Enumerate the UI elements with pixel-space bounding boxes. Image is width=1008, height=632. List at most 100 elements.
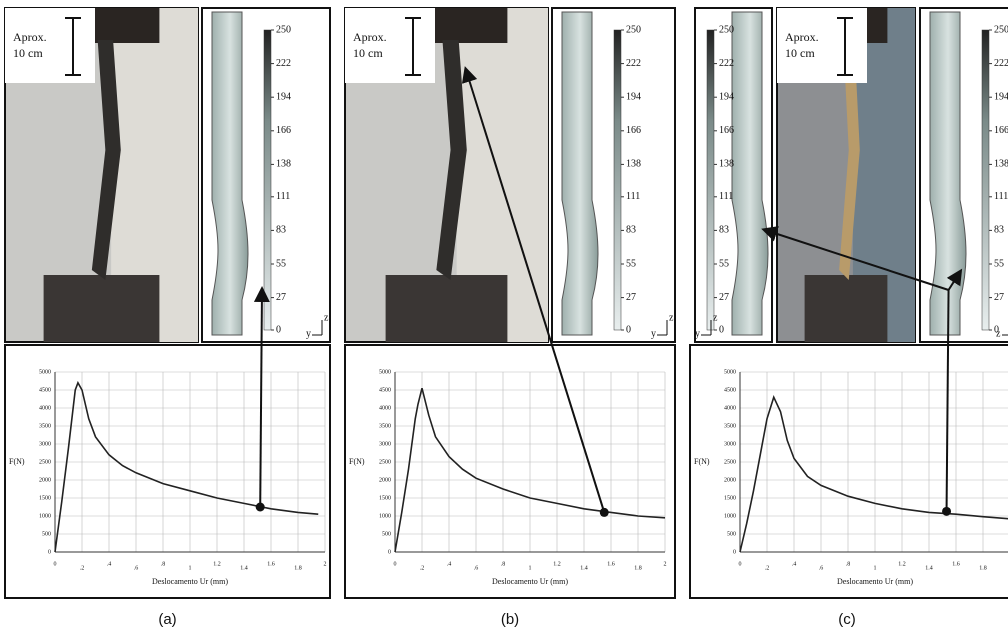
y-tick-label: 4500: [724, 387, 736, 393]
x-tick-label: .2: [765, 565, 770, 571]
axis-letter: z: [996, 328, 1001, 339]
x-tick-label: .2: [420, 565, 425, 571]
color-scale: [613, 29, 622, 331]
scale-bar: [65, 17, 81, 76]
chart-box: [344, 344, 676, 599]
y-tick-label: 2000: [39, 477, 51, 483]
scale-tick-label: 194: [276, 91, 291, 102]
axis-letter: z: [669, 312, 674, 323]
scale-tick-label: 222: [994, 58, 1008, 69]
x-tick-label: .8: [161, 561, 166, 567]
machine-base: [804, 275, 888, 342]
x-tick-label: .4: [792, 561, 797, 567]
y-tick-label: 0: [733, 549, 736, 555]
y-tick-label: 4500: [39, 387, 51, 393]
scale-tick-label: 194: [719, 91, 734, 102]
x-tick-label: 1.8: [294, 565, 302, 571]
y-tick-label: 500: [727, 531, 736, 537]
y-axis-label: F(N): [349, 457, 365, 466]
scale-tick-label: 194: [626, 91, 641, 102]
scale-tick-label: 27: [994, 292, 1004, 303]
y-tick-label: 3500: [724, 423, 736, 429]
y-tick-label: 500: [382, 531, 391, 537]
arrow: [253, 286, 270, 508]
y-tick-label: 2000: [724, 477, 736, 483]
scale-tick-label: 27: [719, 292, 729, 303]
scale-tick-label: 83: [276, 225, 286, 236]
axis-arrows: [1002, 334, 1008, 336]
x-tick-label: 1.8: [634, 565, 642, 571]
axis-letter: z: [713, 312, 718, 323]
scale-tick-label: 250: [719, 24, 734, 35]
axis-letter: y: [306, 328, 311, 339]
panel-label: (b): [501, 611, 519, 628]
arrow: [945, 289, 950, 512]
scale-tick-label: 55: [994, 258, 1004, 269]
force-curve: [54, 380, 319, 553]
y-tick-label: 4000: [379, 405, 391, 411]
x-axis-label: Deslocamento Ur (mm): [492, 577, 568, 586]
scale-tick-label: 0: [626, 324, 631, 335]
x-tick-label: 2: [664, 561, 667, 567]
x-tick-label: 1.4: [240, 565, 248, 571]
y-tick-label: 3000: [39, 441, 51, 447]
scale-tick-label: 55: [719, 258, 729, 269]
scale-tick-label: 83: [626, 225, 636, 236]
x-axis-label: Deslocamento Ur (mm): [152, 577, 228, 586]
scale-tick-label: 138: [719, 159, 734, 170]
scale-tick-label: 111: [276, 191, 290, 202]
force-curve: [394, 388, 666, 553]
y-tick-label: 2500: [724, 459, 736, 465]
x-tick-label: .6: [134, 565, 139, 571]
axis-arrows: [701, 320, 712, 336]
scale-tick-label: 250: [626, 24, 641, 35]
scale-tick-label: 111: [719, 191, 733, 202]
y-tick-label: 4500: [379, 387, 391, 393]
x-tick-label: 2: [324, 561, 327, 567]
y-tick-label: 1000: [39, 513, 51, 519]
color-scale: [981, 29, 990, 331]
x-tick-label: 1.8: [979, 565, 987, 571]
scale-tick-label: 55: [276, 258, 286, 269]
photo-note: Aprox.: [353, 30, 387, 44]
steel-bar: [839, 40, 860, 280]
color-scale: [263, 29, 272, 331]
deformed-bar: [731, 11, 769, 336]
axis-letter: y: [695, 328, 700, 339]
scale-tick-label: 0: [719, 324, 724, 335]
scale-tick-label: 0: [276, 324, 281, 335]
x-tick-label: .4: [447, 561, 452, 567]
y-tick-label: 2500: [39, 459, 51, 465]
x-tick-label: 1.4: [925, 565, 933, 571]
scale-tick-label: 166: [626, 125, 641, 136]
y-tick-label: 4000: [39, 405, 51, 411]
scale-tick-label: 0: [994, 324, 999, 335]
scale-tick-label: 194: [994, 91, 1008, 102]
x-tick-label: .2: [80, 565, 85, 571]
chart-box: [4, 344, 331, 599]
x-tick-label: 1.2: [553, 561, 561, 567]
x-tick-label: 0: [394, 561, 397, 567]
y-tick-label: 5000: [379, 369, 391, 375]
x-tick-label: 1: [529, 565, 532, 571]
scale-tick-label: 27: [276, 292, 286, 303]
axis-arrows: [312, 320, 323, 336]
axis-arrows: [657, 320, 668, 336]
scale-tick-label: 111: [626, 191, 640, 202]
photo-note: 10 cm: [13, 46, 43, 60]
scale-bar: [405, 17, 421, 76]
y-tick-label: 1500: [379, 495, 391, 501]
axis-letter: z: [324, 312, 329, 323]
scale-tick-label: 55: [626, 258, 636, 269]
marker-point: [599, 507, 609, 517]
scale-tick-label: 111: [994, 191, 1008, 202]
panel-label: (a): [158, 611, 176, 628]
y-tick-label: 1000: [379, 513, 391, 519]
x-tick-label: .8: [846, 561, 851, 567]
force-curve: [739, 394, 1008, 553]
x-tick-label: .6: [819, 565, 824, 571]
x-tick-label: .4: [107, 561, 112, 567]
y-tick-label: 5000: [39, 369, 51, 375]
x-tick-label: .8: [501, 561, 506, 567]
x-tick-label: 1.6: [952, 561, 960, 567]
